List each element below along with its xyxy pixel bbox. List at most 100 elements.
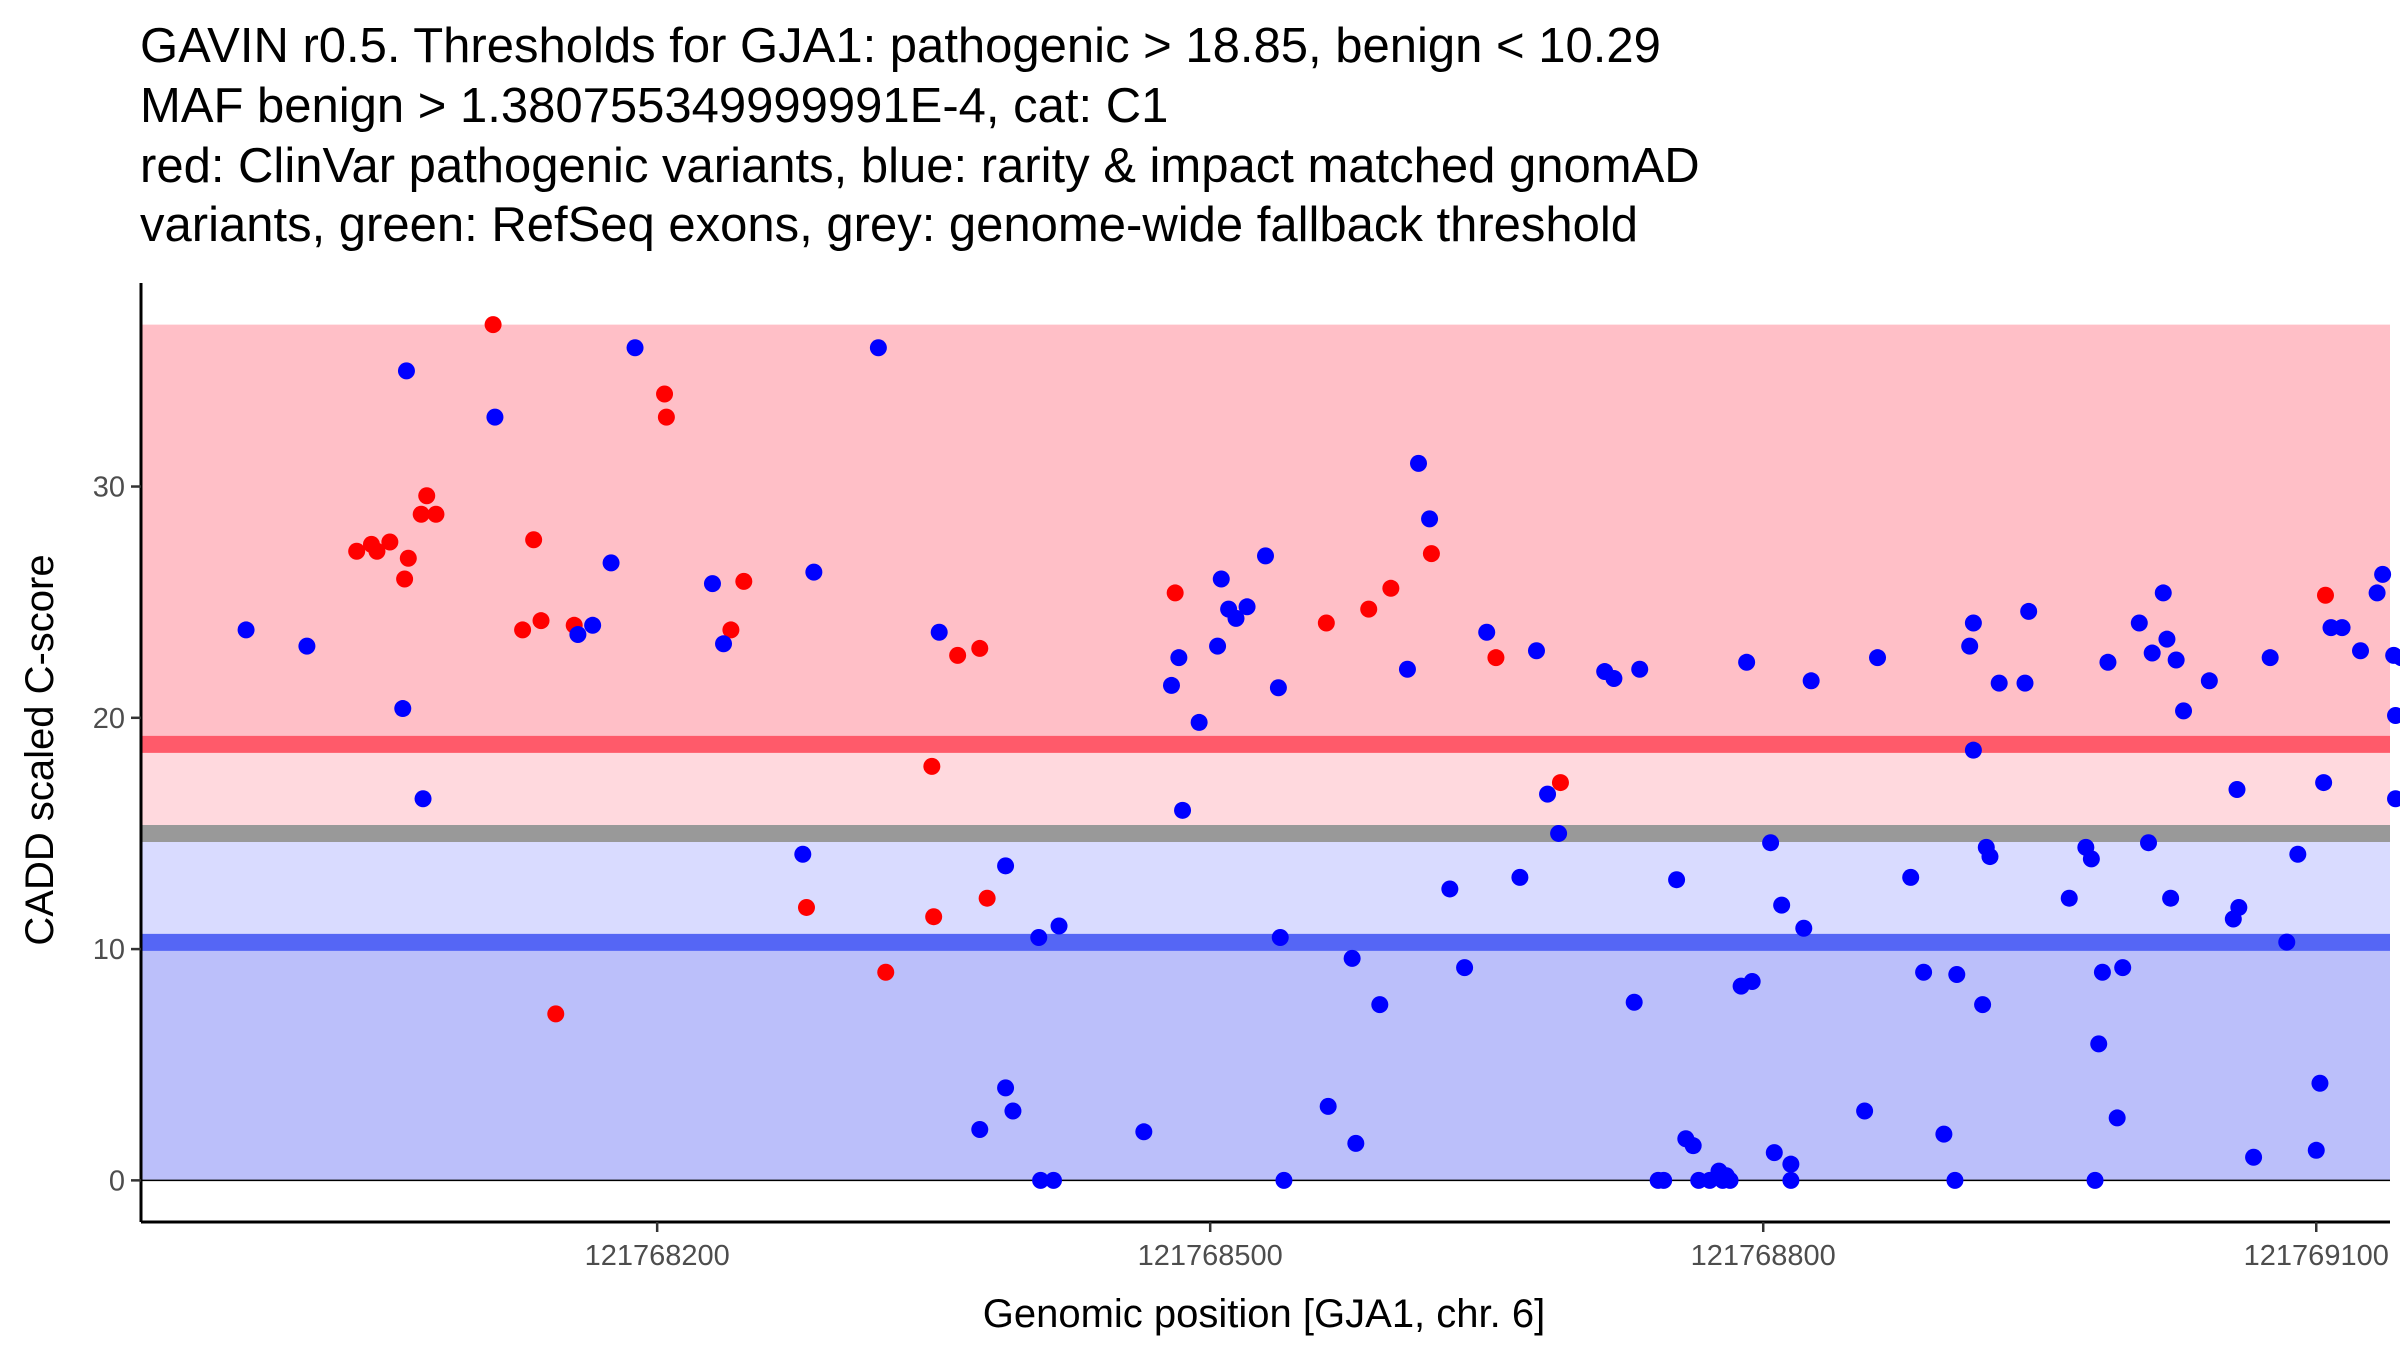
- gnomad-point: [2352, 642, 2370, 660]
- gnomad-point: [805, 563, 823, 581]
- gnomad-point: [997, 857, 1015, 875]
- y-axis-title: CADD scaled C-score: [18, 554, 62, 945]
- clinvar-point: [396, 570, 414, 588]
- gnomad-point: [1765, 1144, 1783, 1162]
- axes: [139, 283, 2390, 1224]
- gnomad-point: [1974, 996, 1992, 1014]
- clinvar-point: [797, 898, 815, 916]
- gnomad-point: [2333, 619, 2351, 637]
- gnomad-point: [1721, 1171, 1739, 1189]
- gnomad-point: [1802, 672, 1820, 690]
- gnomad-point: [2143, 644, 2161, 662]
- chart-title-line-3: red: ClinVar pathogenic variants, blue: …: [140, 139, 1700, 193]
- gnomad-point: [794, 845, 812, 863]
- gnomad-point: [1410, 454, 1428, 472]
- gnomad-point: [2154, 584, 2172, 602]
- pathogenic-uncertain-zone: [141, 744, 2390, 834]
- gnomad-point: [1004, 1102, 1022, 1120]
- gnomad-point: [2108, 1109, 2126, 1127]
- gnomad-point: [2099, 653, 2117, 671]
- gnomad-point: [1275, 1171, 1293, 1189]
- gnomad-point: [1347, 1134, 1365, 1152]
- x-tick-label: 121768500: [1138, 1240, 1283, 1272]
- gnomad-point: [2374, 565, 2392, 583]
- gnomad-point: [1605, 669, 1623, 687]
- gnomad-point: [1869, 649, 1887, 667]
- gnomad-point: [602, 554, 620, 572]
- gnomad-point: [2392, 649, 2400, 667]
- threshold-lines: [141, 735, 2390, 951]
- gnomad-point: [1271, 929, 1289, 947]
- chart-title-line-2: MAF benign > 1.380755349999991E-4, cat: …: [140, 79, 1168, 133]
- gnomad-point: [414, 790, 432, 808]
- gnomad-point: [1174, 801, 1192, 819]
- gnomad-point: [1773, 896, 1791, 914]
- gnomad-point: [1032, 1171, 1050, 1189]
- chart-title: GAVIN r0.5. Thresholds for GJA1: pathoge…: [140, 19, 1700, 252]
- gnomad-point: [1550, 824, 1568, 842]
- gnomad-point: [1190, 713, 1208, 731]
- y-tick-label: 10: [93, 934, 125, 966]
- gnomad-point: [2278, 933, 2296, 951]
- gnomad-point: [2158, 630, 2176, 648]
- gnomad-point: [2140, 834, 2158, 852]
- gnomad-point: [1343, 949, 1361, 967]
- clinvar-point: [877, 963, 895, 981]
- gnomad-point: [1738, 653, 1756, 671]
- clinvar-point: [1166, 584, 1184, 602]
- clinvar-point: [656, 385, 674, 403]
- clinvar-point: [1360, 600, 1378, 618]
- benign-uncertain-zone: [141, 833, 2390, 943]
- gnomad-point: [1902, 868, 1920, 886]
- y-tick-label: 30: [93, 472, 125, 504]
- clinvar-point: [532, 612, 550, 630]
- clinvar-point: [949, 646, 967, 664]
- gnomad-point: [1782, 1171, 1800, 1189]
- clinvar-point: [657, 408, 675, 426]
- gnomad-point: [2307, 1141, 2325, 1159]
- gnomad-point: [2114, 959, 2132, 977]
- gnomad-point: [2261, 649, 2279, 667]
- clinvar-point: [978, 889, 996, 907]
- chart-title-line-4: variants, green: RefSeq exons, grey: gen…: [140, 198, 1638, 252]
- gnomad-point: [2020, 602, 2038, 620]
- y-tick-label: 20: [93, 703, 125, 735]
- gnomad-point: [1935, 1125, 1953, 1143]
- gnomad-point: [1527, 642, 1545, 660]
- clinvar-point: [971, 639, 989, 657]
- gnomad-point: [1856, 1102, 1874, 1120]
- clinvar-point: [923, 757, 941, 775]
- clinvar-pathogenic-points: [348, 316, 2334, 1023]
- clinvar-point: [381, 533, 399, 551]
- gnomad-point: [2387, 790, 2400, 808]
- gnomad-point: [1421, 510, 1439, 528]
- gnomad-point: [2130, 614, 2148, 632]
- gnomad-point: [1948, 966, 1966, 984]
- gnomad-point: [1319, 1097, 1337, 1115]
- gnomad-point: [2315, 774, 2333, 792]
- gnomad-point: [1655, 1171, 1673, 1189]
- gnomad-point: [2175, 702, 2193, 720]
- gnomad-point: [2060, 889, 2078, 907]
- clinvar-point: [1422, 545, 1440, 563]
- gnomad-point: [2016, 674, 2034, 692]
- gnomad-point: [1135, 1123, 1153, 1141]
- gnomad-point: [703, 575, 721, 593]
- axis-ticks: 121768200 121768500 121768800 121769100 0 10 2…: [93, 472, 2389, 1272]
- clinvar-point: [547, 1005, 565, 1023]
- gnomad-point: [1238, 598, 1256, 616]
- clinvar-point: [735, 572, 753, 590]
- gnomad-matched-points: [237, 339, 2400, 1189]
- gnomad-point: [1795, 919, 1813, 937]
- gnomad-point: [2200, 672, 2218, 690]
- y-tick-label: 0: [109, 1165, 125, 1197]
- gnomad-point: [869, 339, 887, 357]
- gnomad-point: [1625, 993, 1643, 1011]
- clinvar-point: [925, 908, 943, 926]
- gnomad-point: [2093, 963, 2111, 981]
- gnomad-point: [1030, 929, 1048, 947]
- gnomad-point: [2167, 651, 2185, 669]
- clinvar-point: [1487, 649, 1505, 667]
- gnomad-point: [1539, 785, 1557, 803]
